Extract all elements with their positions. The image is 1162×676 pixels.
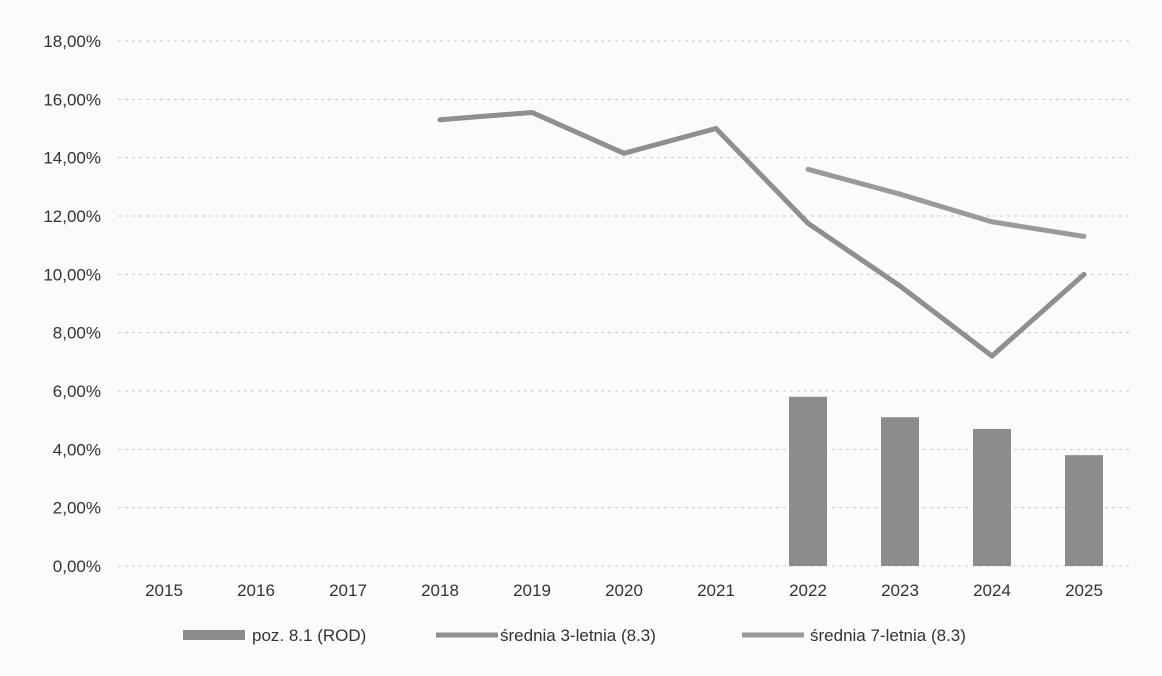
bar-series: [789, 396, 1103, 566]
x-tick-label: 2016: [237, 581, 275, 600]
gridlines: [118, 40, 1130, 567]
x-tick-label: 2020: [605, 581, 643, 600]
data-point: [621, 150, 627, 156]
x-tick-label: 2024: [973, 581, 1011, 600]
legend-label: średnia 3-letnia (8.3): [500, 626, 656, 645]
x-tick-label: 2021: [697, 581, 735, 600]
legend-item: średnia 3-letnia (8.3): [436, 626, 656, 645]
data-point: [529, 109, 535, 115]
x-tick-label: 2023: [881, 581, 919, 600]
y-tick-label: 18,00%: [43, 32, 101, 51]
y-tick-label: 10,00%: [43, 265, 101, 284]
data-point: [1081, 233, 1087, 239]
data-point: [805, 166, 811, 172]
bar: [1065, 455, 1103, 566]
series-line: [807, 166, 1085, 239]
y-tick-label: 4,00%: [53, 440, 101, 459]
data-point: [713, 126, 719, 131]
x-tick-label: 2022: [789, 581, 827, 600]
line-series: [437, 109, 1087, 359]
data-point: [437, 117, 443, 123]
x-tick-label: 2017: [329, 581, 367, 600]
legend: poz. 8.1 (ROD) średnia 3-letnia (8.3) śred…: [183, 626, 966, 645]
y-tick-label: 16,00%: [43, 90, 101, 109]
data-point: [805, 220, 811, 226]
x-tick-label: 2015: [145, 581, 183, 600]
legend-item: poz. 8.1 (ROD): [183, 626, 366, 645]
y-tick-label: 14,00%: [43, 149, 101, 168]
bar: [789, 396, 827, 566]
bar: [973, 428, 1011, 566]
legend-label: poz. 8.1 (ROD): [252, 626, 366, 645]
x-axis-tick-labels: 2015 2016 2017 2018 2019 2020 2021 2022 2023 2024…: [145, 581, 1103, 600]
y-tick-label: 6,00%: [53, 382, 101, 401]
x-tick-label: 2018: [421, 581, 459, 600]
y-axis-tick-labels: 0,00% 2,00% 4,00% 6,00% 8,00% 10,00% 12,00% 14,…: [43, 32, 101, 576]
y-tick-label: 12,00%: [43, 207, 101, 226]
x-tick-label: 2025: [1065, 581, 1103, 600]
y-tick-label: 0,00%: [53, 557, 101, 576]
data-point: [897, 283, 903, 289]
data-point: [1081, 271, 1087, 277]
data-point: [897, 191, 903, 197]
legend-label: średnia 7-letnia (8.3): [810, 626, 966, 645]
x-tick-label: 2019: [513, 581, 551, 600]
y-tick-label: 8,00%: [53, 324, 101, 343]
data-point: [989, 353, 995, 359]
y-tick-label: 2,00%: [53, 499, 101, 518]
legend-item: średnia 7-letnia (8.3): [742, 626, 966, 645]
data-point: [989, 219, 995, 225]
series-line: [439, 109, 1086, 359]
legend-swatch: [183, 630, 245, 640]
bar: [881, 417, 919, 566]
